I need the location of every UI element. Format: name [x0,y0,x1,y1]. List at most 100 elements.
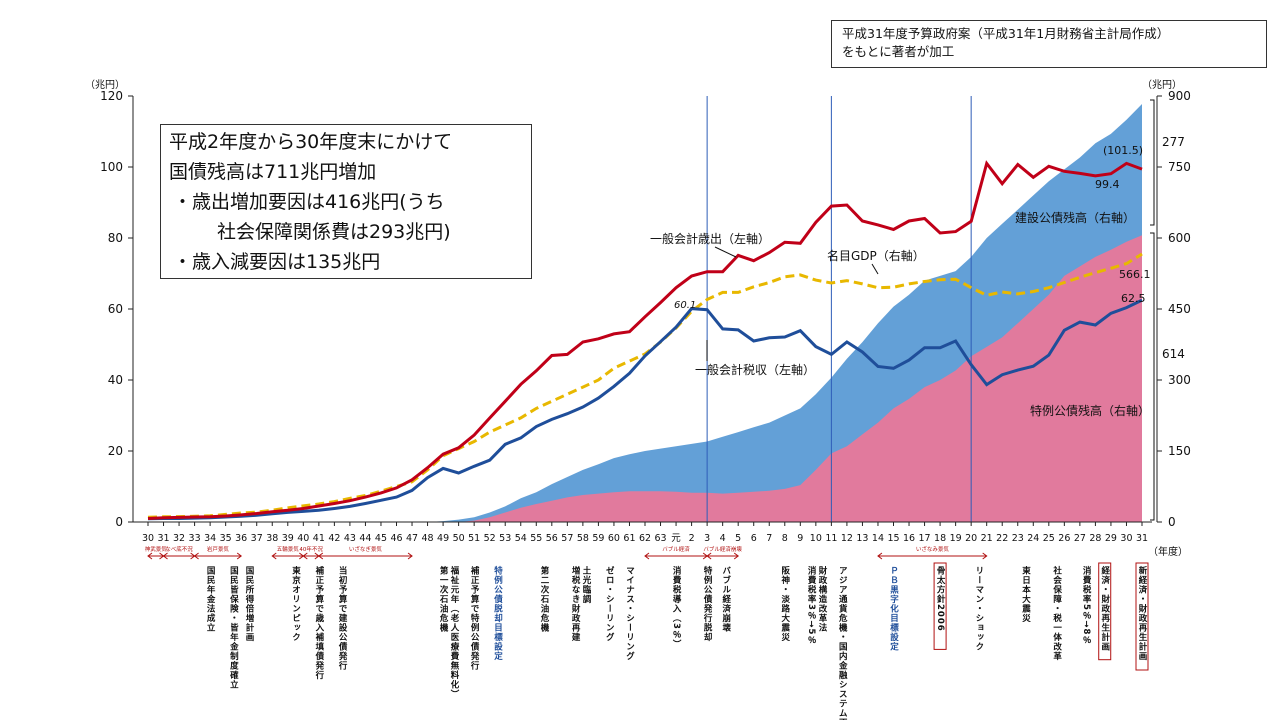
event-label: 消費税導入（3％） [671,565,682,648]
event-label: 特例公債発行脱却 [702,565,713,642]
tax-peak-value: 60.1 [674,300,696,311]
right-axis-unit: （兆円） [1142,79,1182,91]
x-tick-label: 4 [720,533,726,544]
x-tick-label: 8 [782,533,788,544]
era-arrow-head [644,552,650,560]
left-tick-label: 120 [100,89,123,103]
event-label: 東日本大震災 [1021,565,1032,623]
expenditure-label: 一般会計歳出（左軸） [650,231,770,246]
source-note-line-2: をもとに著者が加工 [842,44,955,59]
event-label: 増税なき財政再建 [570,565,581,642]
bracket-total-label: 277 [1162,135,1185,149]
x-tick-label: 26 [1058,533,1070,544]
x-tick-label: 14 [872,533,884,544]
x-tick-label: 19 [950,533,962,544]
event-label: 国民皆保険・皆年金制度確立 [228,565,239,689]
x-tick-label: 6 [751,533,757,544]
era-label: 五輪景気 [277,545,300,553]
right-tick-label: 900 [1168,89,1191,103]
event-label: 社会保障・税一体改革 [1052,565,1063,661]
era-arrow-head [193,552,199,560]
era-label: 岩戸景気 [207,545,230,553]
era-label: バブル経済崩壊 [703,545,742,553]
event-label: 第二次石油危機 [539,565,550,632]
event-label: リーマン・ショック [974,566,984,652]
x-tick-label: 39 [282,533,294,544]
right-tick-label: 600 [1168,231,1191,245]
x-tick-label: 20 [965,533,977,544]
event-label: アジア通貨危機・国内金融システム不安 [837,566,848,720]
x-tick-label: 38 [266,533,278,544]
x-tick-label: 22 [996,533,1008,544]
tax-2019-value: 62.5 [1121,292,1146,305]
x-tick-label: 30 [1120,533,1132,544]
x-tick-label: 46 [390,533,402,544]
x-tick-label: 33 [189,533,201,544]
era-arrow-head [271,552,277,560]
left-tick-label: 20 [108,444,123,458]
era-label: いざなみ景気 [916,545,950,553]
x-tick-label: 53 [499,533,511,544]
x-tick-label: 28 [1089,533,1101,544]
gdp-label: 名目GDP（右軸） [827,248,925,263]
era-arrow-head [706,552,712,560]
x-tick-label: 55 [530,533,542,544]
bracket-deficit [1150,232,1155,521]
x-tick-label: 25 [1043,533,1055,544]
deficit-bond-label: 特例公債残高（右軸） [1030,403,1150,418]
event-label: 国民所得倍増計画 [244,565,255,642]
x-tick-label: 58 [577,533,589,544]
right-tick-label: 0 [1168,515,1176,529]
bracket-deficit-label: 614 [1162,347,1185,361]
expenditure-2019-value: 99.4 [1095,178,1120,191]
era-arrow-head [407,552,413,560]
event-label: 骨太方針2006 [935,565,946,631]
era-arrow-head [236,552,243,560]
bracket-total [1150,99,1155,226]
expenditure-2018-value: (101.5) [1103,144,1143,157]
event-label: 当初予算で建設公債発行 [337,565,348,670]
x-tick-label: 27 [1074,533,1086,544]
summary-line-5: ・歳入減要因は135兆円 [173,251,381,273]
x-tick-label: 元 [671,533,681,544]
construction-bond-label: 建設公債残高（右軸） [1015,210,1135,225]
era-arrow-head [982,552,988,560]
summary-line-2: 国債残高は711兆円増加 [169,161,377,183]
x-tick-label: 51 [468,533,480,544]
era-arrow-head [877,552,883,560]
x-tick-label: 43 [344,533,356,544]
right-tick-label: 150 [1168,444,1191,458]
event-label: マイナス・シーリング [624,566,634,661]
left-tick-label: 100 [100,160,123,174]
right-tick-label: 300 [1168,373,1191,387]
event-label: 消費税率3％→5％ [806,565,817,644]
x-tick-label: 16 [903,533,915,544]
era-arrow-head [733,552,740,560]
tax-revenue-line [147,298,1143,521]
x-tick-label: 41 [313,533,325,544]
era-arrow-head [147,552,153,560]
right-tick-label: 750 [1168,160,1191,174]
event-label: ゼロ・シーリング [604,565,614,642]
x-tick-label: 42 [328,533,340,544]
x-tick-label: 11 [825,533,837,544]
event-label: 財政構造改革法 [817,565,828,632]
era-label: 神武景気 [145,545,168,553]
era-label: バブル経済 [662,545,690,553]
x-tick-label: 24 [1027,533,1039,544]
x-tick-label: 49 [437,533,449,544]
x-tick-label: 40 [297,533,309,544]
event-box [1135,562,1149,671]
event-label: 国民年金法成立 [205,565,216,632]
x-tick-label: 2 [689,533,695,544]
x-tick-label: 30 [142,533,154,544]
event-box [933,562,947,650]
left-tick-label: 40 [108,373,123,387]
x-tick-label: 44 [359,533,371,544]
event-label: 経済・財政再生計画 [1100,565,1111,651]
left-tick-label: 80 [108,231,123,245]
left-tick-label: 0 [115,515,123,529]
x-tick-label: 36 [235,533,247,544]
x-tick-label: 37 [251,533,263,544]
